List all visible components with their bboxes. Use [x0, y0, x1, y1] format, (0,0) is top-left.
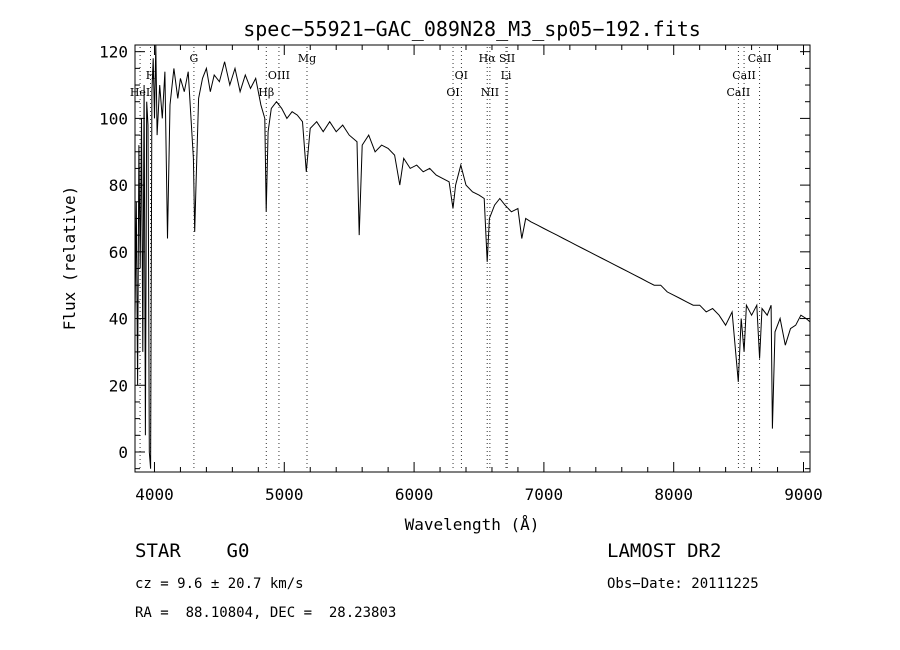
coordinates-text: RA = 88.10804, DEC = 28.23803 — [135, 605, 397, 621]
y-axis-label: Flux (relative) — [60, 186, 79, 331]
line-marker-group: HeI H G Hβ OIII Mg OI OI Hα NII SII Li CaII CaII CaII — [130, 47, 772, 470]
x-tick-label-3: 7000 — [525, 485, 564, 504]
plot-frame — [134, 44, 811, 473]
y-tick-label-0: 0 — [118, 443, 128, 462]
x-tick-label-4: 8000 — [654, 485, 693, 504]
line-label-6: OI — [446, 86, 459, 99]
line-label-11: Li — [501, 69, 512, 82]
x-tick-label-2: 6000 — [395, 485, 434, 504]
y-tick-label-4: 80 — [109, 176, 128, 195]
redshift-text: cz = 9.6 ± 20.7 km/s — [135, 576, 304, 592]
survey-label: LAMOST DR2 — [607, 540, 722, 562]
line-label-8: Hα — [479, 52, 497, 65]
line-label-14: CaII — [748, 52, 772, 65]
line-label-5: Mg — [298, 52, 316, 65]
x-tick-label-5: 9000 — [784, 485, 823, 504]
chart-title: spec−55921−GAC_089N28_M3_sp05−192.fits — [243, 17, 701, 41]
line-label-4: OIII — [268, 69, 290, 82]
axes-group: 4000 5000 6000 7000 8000 9000 0 20 40 60 80 100 120 — [99, 43, 823, 504]
y-tick-label-3: 60 — [109, 243, 128, 262]
y-tick-label-5: 100 — [99, 109, 128, 128]
y-tick-label-2: 40 — [109, 310, 128, 329]
line-label-3: Hβ — [258, 86, 274, 99]
obs-date-text: Obs−Date: 20111225 — [607, 576, 759, 592]
line-label-1: H — [146, 69, 156, 82]
x-tick-label-1: 5000 — [265, 485, 304, 504]
x-axis-label: Wavelength (Å) — [405, 515, 540, 534]
spectrum-series-line — [134, 44, 811, 469]
line-label-13: CaII — [732, 69, 756, 82]
line-label-9: NII — [481, 86, 499, 99]
line-label-0: HeI — [130, 86, 150, 99]
y-tick-label-1: 20 — [109, 376, 128, 395]
y-tick-label-6: 120 — [99, 43, 128, 62]
x-tick-label-0: 4000 — [135, 485, 174, 504]
line-label-7: OI — [455, 69, 468, 82]
line-label-2: G — [190, 52, 199, 65]
line-label-12: CaII — [727, 86, 751, 99]
line-label-10: SII — [499, 52, 515, 65]
class-label: STAR G0 — [135, 540, 250, 562]
